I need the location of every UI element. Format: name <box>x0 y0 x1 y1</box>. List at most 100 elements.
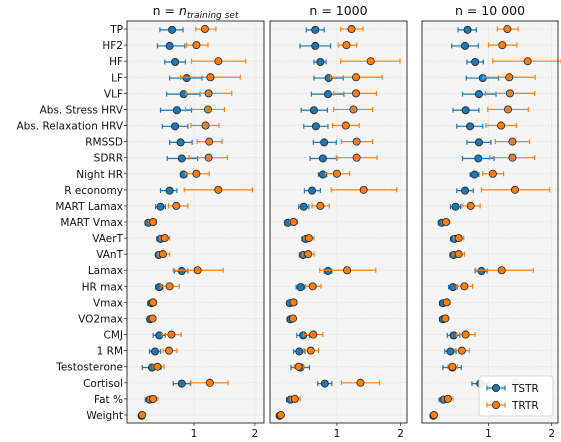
trtr-point <box>206 73 215 82</box>
trtr-point <box>308 282 317 291</box>
trtr-point <box>441 314 450 323</box>
legend: TSTR TRTR <box>478 375 554 417</box>
trtr-point <box>205 378 214 387</box>
trtr-point <box>148 314 157 323</box>
trtr-point <box>466 201 475 210</box>
trtr-point <box>304 234 313 243</box>
tstr-point <box>177 267 186 276</box>
tstr-point <box>461 41 470 50</box>
x-tick-label: 2 <box>252 428 259 440</box>
y-tick-label: MART Vmax <box>60 217 123 229</box>
trtr-point <box>442 217 451 226</box>
x-tick-label: 1 <box>485 428 492 440</box>
y-tick-label: VO2max <box>78 313 123 325</box>
y-tick-label: SDRR <box>94 153 123 165</box>
x-tick-label: 1 <box>191 428 198 440</box>
tstr-point <box>177 379 186 388</box>
trtr-point <box>366 57 375 66</box>
tstr-point <box>477 267 486 276</box>
trtr-point <box>508 137 517 146</box>
y-tick-label: Lamax <box>88 265 123 277</box>
trtr-point <box>193 266 202 275</box>
trtr-point <box>460 282 469 291</box>
trtr-point <box>332 169 341 178</box>
trtr-point <box>294 362 303 371</box>
trtr-point <box>149 394 158 403</box>
trtr-point <box>165 346 174 355</box>
y-tick-label: HR max <box>82 281 123 293</box>
trtr-point <box>288 314 297 323</box>
y-tick-label: Abs. Stress HRV <box>40 104 124 116</box>
tstr-point <box>151 347 160 356</box>
y-tick-label: Night HR <box>76 169 123 181</box>
x-tick-label: 2 <box>548 428 555 440</box>
y-tick-label: MART Lamax <box>55 201 123 213</box>
tstr-point <box>318 154 327 163</box>
trtr-point <box>214 57 223 66</box>
tstr-point <box>320 138 329 147</box>
y-tick-label: HF <box>109 56 123 68</box>
tstr-point <box>461 186 470 195</box>
tstr-point <box>296 283 305 292</box>
tstr-point <box>182 74 191 83</box>
tstr-point <box>471 58 480 67</box>
tstr-point <box>171 122 180 131</box>
y-tick-label: R economy <box>64 185 123 197</box>
trtr-point <box>149 298 158 307</box>
trtr-point <box>158 250 167 259</box>
trtr-point <box>172 201 181 210</box>
trtr-point <box>200 25 209 34</box>
legend-label: TSTR <box>511 383 539 395</box>
trtr-point <box>289 298 298 307</box>
tstr-point <box>323 90 332 99</box>
trtr-point <box>290 394 299 403</box>
tstr-point <box>172 106 181 115</box>
trtr-point <box>214 185 223 194</box>
trtr-point <box>316 201 325 210</box>
tstr-point <box>461 106 470 115</box>
tstr-point <box>165 186 174 195</box>
trtr-point <box>356 378 365 387</box>
trtr-point <box>442 298 451 307</box>
trtr-point <box>503 25 512 34</box>
legend-label: TRTR <box>511 400 539 412</box>
tstr-point <box>463 25 472 34</box>
trtr-point <box>149 217 158 226</box>
trtr-point <box>510 185 519 194</box>
trtr-point <box>454 234 463 243</box>
trtr-point <box>342 41 351 50</box>
trtr-point <box>309 330 318 339</box>
trtr-point <box>352 153 361 162</box>
panel-frame <box>126 20 265 424</box>
tstr-point <box>155 331 164 340</box>
tstr-point <box>318 170 327 179</box>
tstr-point <box>478 74 487 83</box>
y-tick-label: VLF <box>104 88 123 100</box>
x-tick-label: 2 <box>397 428 404 440</box>
y-tick-label: Abs. Relaxation HRV <box>16 121 123 133</box>
tstr-point <box>168 25 177 34</box>
y-tick-label: Cortisol <box>83 378 123 390</box>
trtr-point <box>498 41 507 50</box>
trtr-point <box>454 250 463 259</box>
y-tick-label: 1 RM <box>97 346 123 358</box>
tstr-point <box>451 202 460 211</box>
trtr-point <box>352 89 361 98</box>
panel-title: n = ntraining set <box>153 3 239 21</box>
trtr-point <box>304 250 313 259</box>
trtr-point <box>276 410 285 419</box>
trtr-point <box>504 105 513 114</box>
tstr-point <box>449 331 458 340</box>
trtr-point <box>349 105 358 114</box>
tstr-point <box>165 41 174 50</box>
tstr-point <box>299 202 308 211</box>
tstr-point <box>295 347 304 356</box>
y-tick-label: Weight <box>86 410 123 422</box>
tstr-point <box>474 138 483 147</box>
trtr-point <box>204 89 213 98</box>
trtr-point <box>505 89 514 98</box>
tstr-point <box>320 379 329 388</box>
trtr-point <box>341 121 350 130</box>
trtr-point <box>201 121 210 130</box>
trtr-point <box>461 330 470 339</box>
